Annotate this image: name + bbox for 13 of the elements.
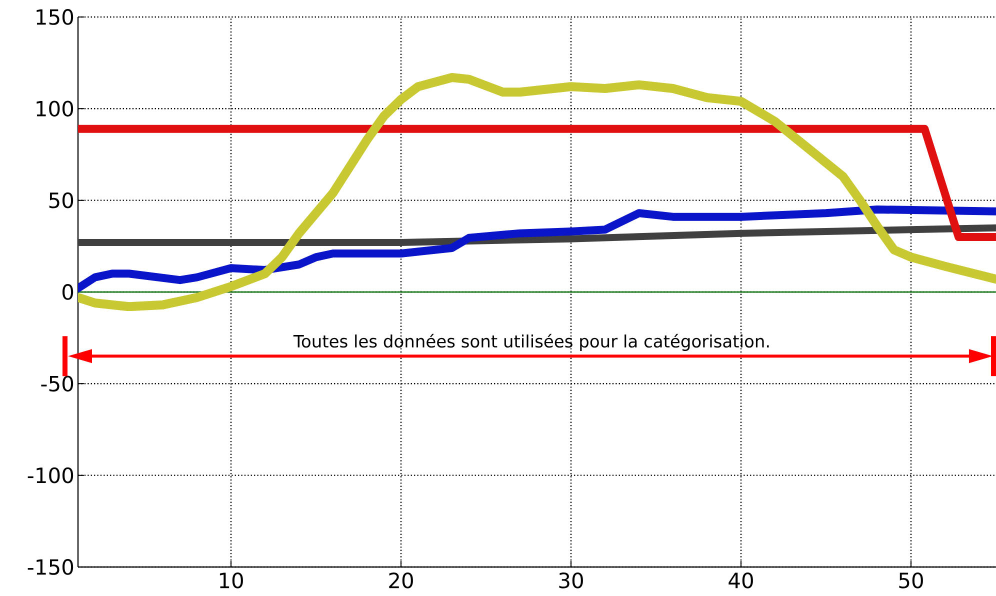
y-tick-label: -150	[28, 559, 74, 575]
x-tick-label: 40	[728, 572, 753, 588]
ref-line-label: Toutes les données sont utilisées pour la catégorisation.	[293, 334, 769, 351]
y-tick-label: 100	[36, 100, 74, 117]
x-tick-label: 30	[559, 572, 583, 588]
x-tick-label: 10	[220, 572, 243, 588]
y-tick-label: 150	[36, 9, 74, 25]
y-tick-label: 0	[62, 284, 74, 300]
y-tick-label: -50	[41, 376, 74, 392]
y-tick-label: -100	[28, 467, 74, 484]
x-tick-label: 20	[389, 572, 413, 588]
y-tick-label: 50	[49, 192, 74, 208]
x-tick-label: 50	[899, 572, 923, 588]
